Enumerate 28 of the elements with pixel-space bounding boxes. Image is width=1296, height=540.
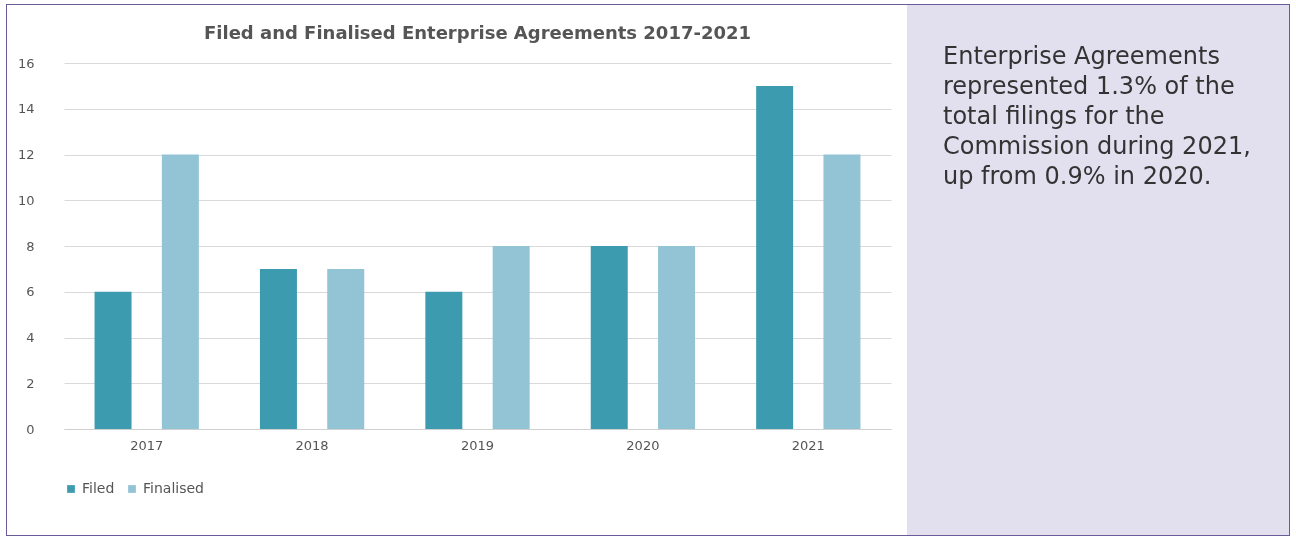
text: Enterprise Agreements represented 1.3% of the total filings for the Commission during 2021, up from 0.9% in 2020. bbox=[943, 41, 1252, 191]
y-tick-label: 12 bbox=[17, 147, 35, 162]
chart-title: Filed and Finalised Enterprise Agreements 2017-2021 bbox=[203, 22, 752, 43]
y-tick-label: 14 bbox=[17, 101, 35, 117]
y-tick-label: 16 bbox=[17, 55, 35, 71]
y-tick-label: 2 bbox=[26, 375, 35, 391]
bar bbox=[327, 268, 365, 429]
legend-label: Finalised bbox=[143, 480, 204, 496]
y-tick-label: 10 bbox=[17, 192, 35, 208]
bar bbox=[658, 246, 696, 429]
x-tick-label: 2019 bbox=[460, 437, 495, 453]
x-tick-label: 2020 bbox=[626, 437, 660, 453]
y-tick-label: 6 bbox=[26, 284, 35, 300]
x-tick-label: 2021 bbox=[791, 437, 825, 453]
bar bbox=[425, 291, 463, 429]
bar bbox=[161, 154, 199, 429]
bar bbox=[756, 85, 794, 429]
x-tick-label: 2017 bbox=[130, 437, 164, 453]
bar bbox=[823, 154, 861, 429]
legend-label: Filed bbox=[82, 480, 115, 496]
y-tick-label: 0 bbox=[26, 421, 35, 437]
bar bbox=[590, 246, 628, 429]
y-tick-label: 4 bbox=[26, 330, 35, 345]
bar bbox=[492, 246, 530, 429]
bar bbox=[94, 291, 132, 429]
bar bbox=[259, 268, 297, 429]
x-tick-label: 2018 bbox=[295, 437, 329, 453]
y-tick-label: 8 bbox=[26, 238, 35, 254]
